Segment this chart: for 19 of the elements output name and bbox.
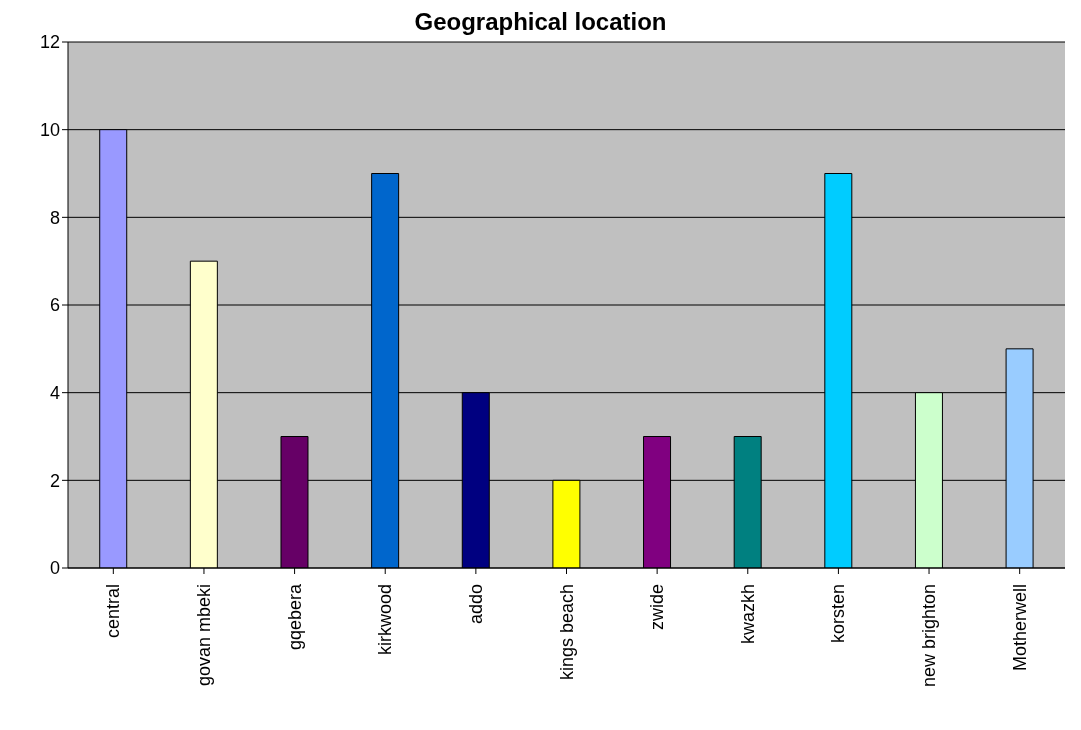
x-tick-label: gqebera: [284, 583, 305, 651]
x-tick-label: kings beach: [556, 584, 577, 681]
x-tick-label: Motherwell: [1009, 584, 1030, 672]
chart-title: Geographical location: [414, 8, 667, 35]
y-tick-label: 10: [39, 120, 60, 141]
x-tick-label: addo: [465, 584, 486, 625]
x-tick-label: zwide: [647, 584, 668, 631]
x-tick-label: kwazkh: [737, 584, 758, 645]
x-tick-label: kirkwood: [375, 584, 396, 656]
y-tick-label: 2: [49, 470, 60, 491]
y-tick-label: 8: [49, 207, 60, 228]
x-tick-label: govan mbeki: [193, 584, 214, 687]
y-tick-label: 0: [49, 558, 60, 579]
y-tick-label: 12: [39, 32, 60, 53]
x-tick-label: central: [103, 584, 124, 639]
y-tick-label: 4: [49, 383, 60, 404]
x-tick-label: korsten: [828, 584, 849, 644]
x-tick-label: new brighton: [919, 584, 940, 688]
y-tick-label: 6: [49, 295, 60, 316]
